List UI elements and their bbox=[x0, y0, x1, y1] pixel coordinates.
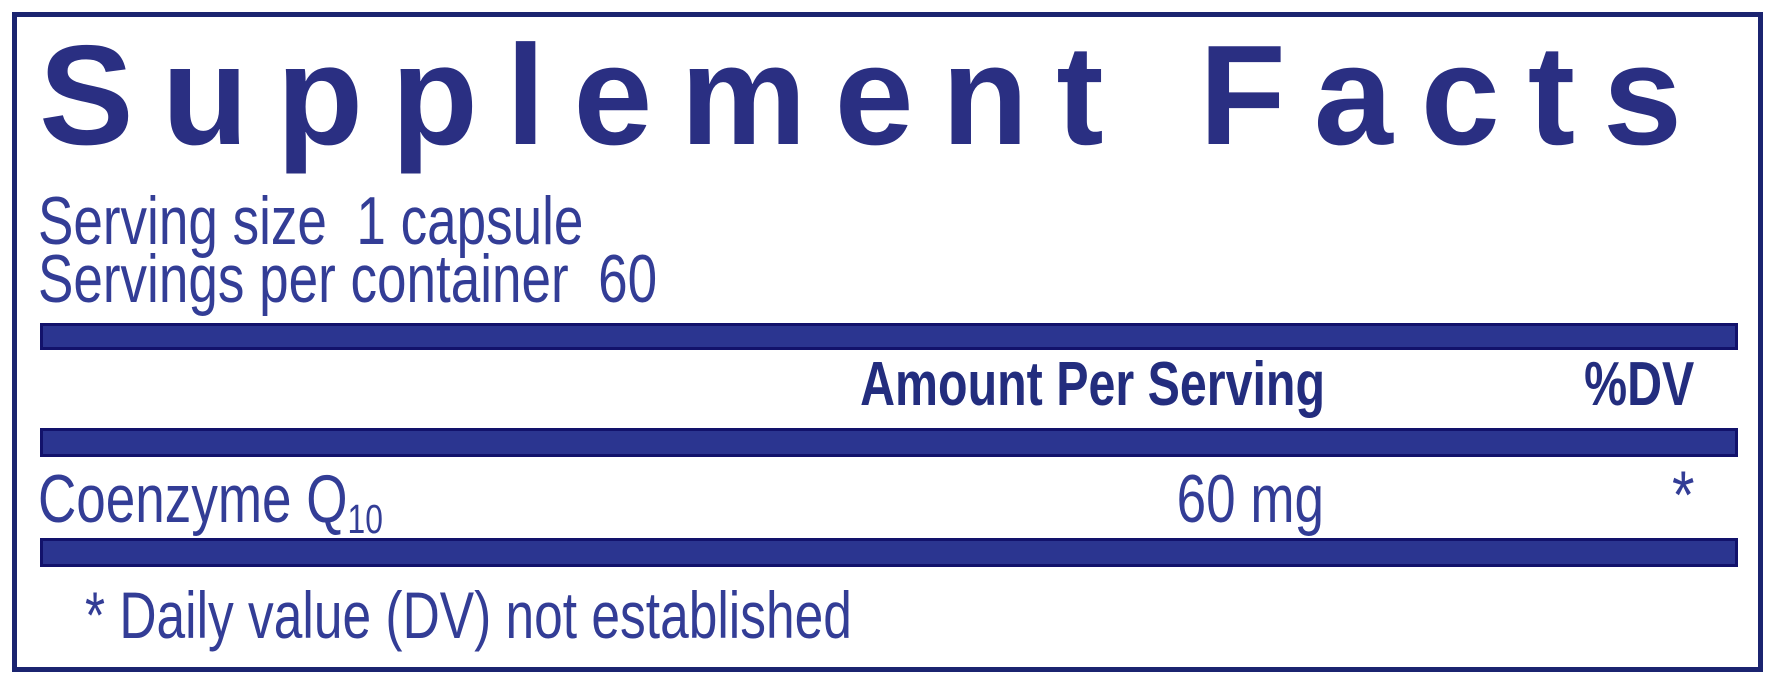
ingredient-name-text: Coenzyme Q bbox=[38, 461, 348, 537]
separator-bar-top bbox=[40, 323, 1738, 350]
footnote: * Daily value (DV) not established bbox=[85, 578, 852, 652]
column-header-amount: Amount Per Serving bbox=[860, 350, 1325, 419]
ingredient-amount: 60 mg bbox=[1176, 461, 1324, 537]
ingredient-name: Coenzyme Q10 bbox=[38, 465, 383, 540]
separator-bar-middle bbox=[40, 428, 1738, 457]
separator-bar-bottom bbox=[40, 538, 1738, 567]
ingredient-name-subscript: 10 bbox=[347, 496, 383, 543]
page-title: Supplement Facts bbox=[39, 16, 1711, 175]
ingredient-dv: * bbox=[1671, 457, 1694, 533]
column-header-dv: %DV bbox=[1583, 350, 1694, 419]
supplement-facts-panel: Supplement Facts Serving size 1 capsule … bbox=[12, 12, 1763, 672]
servings-per-container-line: Servings per container 60 bbox=[38, 241, 658, 317]
serving-size-line: Serving size 1 capsule bbox=[38, 183, 584, 259]
